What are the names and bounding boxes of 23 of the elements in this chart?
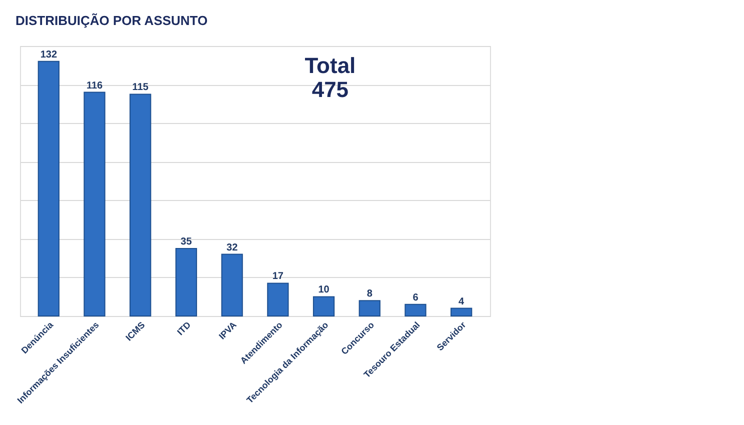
data-label: 35	[180, 236, 192, 248]
bar	[312, 296, 335, 316]
data-label: 4	[458, 296, 465, 308]
data-label: 8	[366, 288, 373, 300]
data-label: 116	[86, 80, 104, 92]
data-label: 6	[412, 292, 419, 304]
data-label: 17	[272, 271, 284, 282]
bar	[404, 304, 426, 316]
data-label: 132	[40, 49, 58, 60]
data-label: 32	[226, 242, 238, 254]
bar	[267, 282, 289, 316]
data-label: 10	[318, 284, 330, 296]
annotation: Total 475	[304, 53, 356, 102]
bar	[221, 254, 243, 316]
x-tick-label: ITD	[175, 319, 193, 338]
bar	[130, 94, 152, 316]
bar	[450, 308, 472, 316]
bar	[38, 60, 60, 316]
chart-title: DISTRIBUIÇÃO POR ASSUNTO	[16, 13, 208, 28]
data-label: 115	[132, 82, 149, 94]
bar	[358, 300, 380, 316]
bar	[175, 248, 198, 316]
bar	[84, 92, 106, 316]
